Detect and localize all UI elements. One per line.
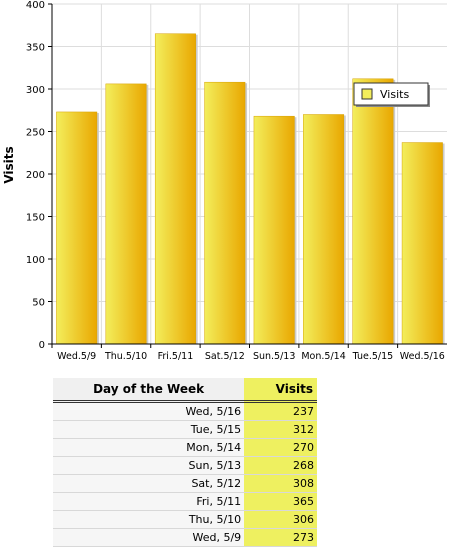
- table-row: Tue, 5/15 312: [53, 420, 317, 439]
- data-table: Day of the Week Visits Wed, 5/16 237 Tue,…: [53, 378, 317, 547]
- row-visits: 273: [244, 528, 317, 547]
- x-tick-label: Sat.5/12: [205, 351, 245, 362]
- y-tick-label: 250: [26, 128, 45, 139]
- row-day: Sat, 5/12: [53, 474, 245, 493]
- bar: [352, 78, 394, 345]
- table-row: Fri, 5/11 365: [53, 492, 317, 511]
- x-tick-label: Fri.5/11: [158, 351, 194, 362]
- row-day: Fri, 5/11: [53, 492, 245, 511]
- x-tick-label: Thu.5/10: [104, 351, 147, 362]
- header-visits: Visits: [244, 378, 317, 403]
- header-day: Day of the Week: [53, 378, 245, 403]
- row-day: Mon, 5/14: [53, 438, 245, 457]
- y-tick-label: 150: [26, 213, 45, 224]
- row-visits: 365: [244, 492, 317, 511]
- x-tick-label: Tue.5/15: [352, 351, 394, 362]
- legend: Visits: [353, 82, 430, 107]
- table-row: Sun, 5/13 268: [53, 456, 317, 475]
- y-tick-label: 350: [26, 43, 45, 54]
- table-row: Sat, 5/12 308: [53, 474, 317, 493]
- y-tick-label: 50: [32, 298, 45, 309]
- row-day: Wed, 5/9: [53, 528, 245, 547]
- y-axis-label: Visits: [2, 146, 16, 183]
- row-day: Sun, 5/13: [53, 456, 245, 475]
- row-day: Wed, 5/16: [53, 401, 245, 421]
- x-tick-label: Sun.5/13: [253, 351, 295, 362]
- bar: [56, 111, 98, 345]
- row-visits: 306: [244, 510, 317, 529]
- table-row: Thu, 5/10 306: [53, 510, 317, 529]
- table-row: Wed, 5/16 237: [53, 401, 317, 421]
- bar: [154, 33, 196, 345]
- row-day: Tue, 5/15: [53, 420, 245, 439]
- bar: [204, 81, 246, 345]
- table-row: Mon, 5/14 270: [53, 438, 317, 457]
- y-tick-label: 100: [26, 255, 45, 266]
- y-tick-label: 400: [26, 0, 45, 11]
- row-visits: 308: [244, 474, 317, 493]
- row-day: Thu, 5/10: [53, 510, 245, 529]
- bar: [303, 114, 345, 345]
- y-tick-label: 0: [39, 340, 45, 351]
- row-visits: 268: [244, 456, 317, 475]
- data-table-container: Day of the Week Visits Wed, 5/16 237 Tue,…: [53, 378, 317, 547]
- row-visits: 237: [244, 401, 317, 421]
- x-tick-label: Wed.5/16: [400, 351, 445, 362]
- x-tick-label: Mon.5/14: [301, 351, 345, 362]
- row-visits: 270: [244, 438, 317, 457]
- legend-swatch: [361, 88, 373, 100]
- bar: [253, 115, 295, 345]
- x-tick-label: Wed.5/9: [57, 351, 96, 362]
- y-tick-label: 200: [26, 170, 45, 181]
- table-header-row: Day of the Week Visits: [53, 378, 317, 403]
- legend-label: Visits: [380, 88, 409, 101]
- y-tick-label: 300: [26, 85, 45, 96]
- bar: [401, 142, 443, 345]
- bar-chart: 0 50 100 150 200 250 300 350 400 Wed.5/9 Thu.5/10 F…: [2, 0, 447, 362]
- table-row: Wed, 5/9 273: [53, 528, 317, 547]
- row-visits: 312: [244, 420, 317, 439]
- bar: [105, 83, 147, 345]
